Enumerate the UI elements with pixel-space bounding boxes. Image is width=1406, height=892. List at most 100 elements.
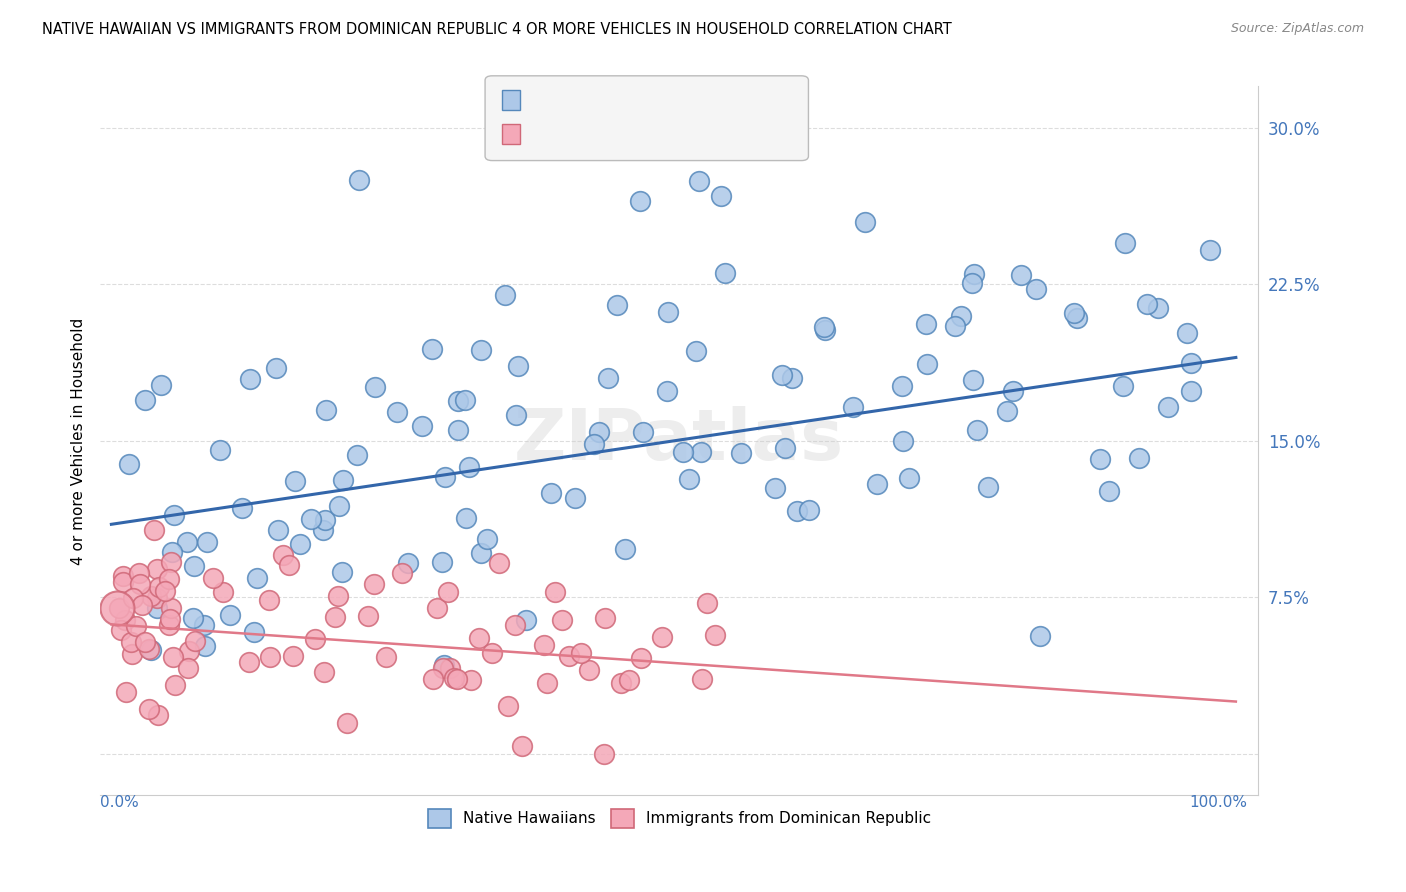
Point <box>631 425 654 439</box>
Point <box>120 635 142 649</box>
Point <box>426 600 449 615</box>
Point <box>114 684 136 698</box>
Point <box>108 601 131 615</box>
Point <box>456 511 478 525</box>
Point <box>730 446 752 460</box>
Point <box>157 618 180 632</box>
Point <box>962 268 984 282</box>
Point <box>551 613 574 627</box>
Point <box>443 671 465 685</box>
Point <box>481 646 503 660</box>
Point <box>163 678 186 692</box>
Point <box>814 323 837 337</box>
Point <box>765 481 787 495</box>
Point <box>347 173 370 187</box>
Point <box>786 504 808 518</box>
Point <box>606 298 628 312</box>
Point <box>197 535 219 549</box>
Point <box>773 442 796 456</box>
Point <box>536 676 558 690</box>
Point <box>578 663 600 677</box>
Point <box>962 373 984 387</box>
Point <box>267 523 290 537</box>
Point <box>111 574 134 589</box>
Point <box>1136 297 1159 311</box>
Point <box>710 188 733 202</box>
Point <box>704 628 727 642</box>
Point <box>533 638 555 652</box>
Point <box>336 715 359 730</box>
Point <box>346 449 368 463</box>
Point <box>121 647 143 661</box>
Point <box>283 474 305 488</box>
Point <box>960 276 983 290</box>
Text: ZIPatlas: ZIPatlas <box>515 407 845 475</box>
Point <box>326 590 349 604</box>
Point <box>128 576 150 591</box>
Point <box>114 613 136 627</box>
Point <box>138 642 160 657</box>
Point <box>1002 384 1025 399</box>
Point <box>696 596 718 610</box>
Point <box>363 577 385 591</box>
Point <box>131 599 153 613</box>
Point <box>432 660 454 674</box>
Point <box>447 423 470 437</box>
Point <box>458 460 481 475</box>
Point <box>149 378 172 392</box>
Point <box>866 476 889 491</box>
Text: Source: ZipAtlas.com: Source: ZipAtlas.com <box>1230 22 1364 36</box>
Point <box>153 584 176 599</box>
Point <box>593 747 616 761</box>
Point <box>159 601 181 615</box>
Point <box>496 699 519 714</box>
Point <box>1029 629 1052 643</box>
Point <box>312 523 335 537</box>
Point <box>433 469 456 483</box>
Point <box>356 609 378 624</box>
Point <box>299 512 322 526</box>
Point <box>841 400 863 414</box>
Point <box>1025 282 1047 296</box>
Text: 0.0%: 0.0% <box>100 796 139 811</box>
Point <box>593 611 616 625</box>
Point <box>266 361 288 376</box>
Point <box>146 562 169 576</box>
Point <box>139 589 162 603</box>
Point <box>118 457 141 471</box>
Point <box>488 556 510 570</box>
Point <box>1180 356 1202 370</box>
Point <box>239 372 262 386</box>
Point <box>176 535 198 549</box>
Point <box>375 650 398 665</box>
Point <box>238 655 260 669</box>
Point <box>853 215 876 229</box>
Point <box>688 173 710 187</box>
Point <box>314 513 336 527</box>
Point <box>290 537 312 551</box>
Point <box>610 676 633 690</box>
Point <box>281 648 304 663</box>
Point <box>1066 310 1088 325</box>
Point <box>506 359 529 373</box>
Point <box>257 592 280 607</box>
Point <box>505 618 527 632</box>
Point <box>432 657 454 672</box>
Point <box>125 618 148 632</box>
Point <box>1180 384 1202 399</box>
Point <box>111 569 134 583</box>
Point <box>655 384 678 399</box>
Point <box>231 501 253 516</box>
Point <box>596 371 619 385</box>
Point <box>891 434 914 449</box>
Point <box>181 611 204 625</box>
Point <box>246 571 269 585</box>
Point <box>422 672 444 686</box>
Point <box>470 545 492 559</box>
Point <box>437 585 460 599</box>
Point <box>387 405 409 419</box>
Point <box>157 573 180 587</box>
Point <box>672 445 695 459</box>
Point <box>470 343 492 358</box>
Point <box>1090 452 1112 467</box>
